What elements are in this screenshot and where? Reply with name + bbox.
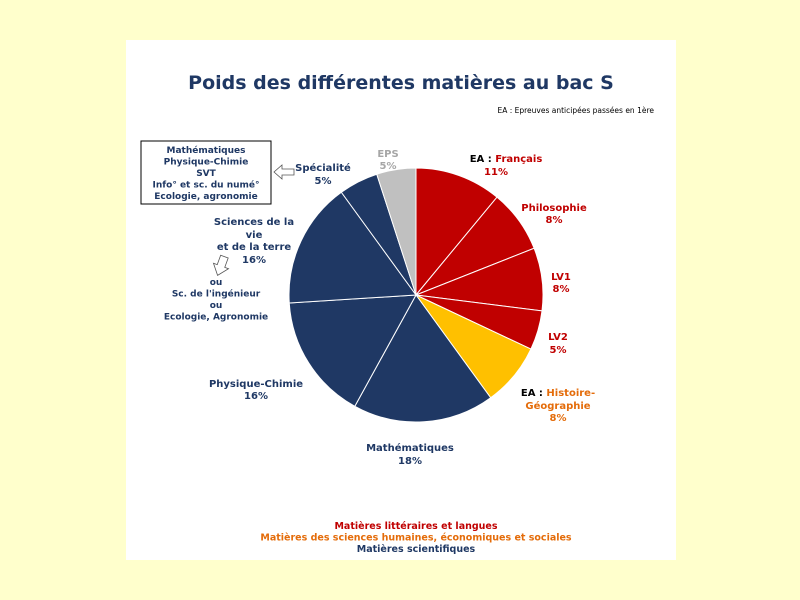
pie-slice-sciences-de-la-vie-et-de-la-terre xyxy=(288,191,417,304)
pie-chart: Poids des différentes matières au bac S … xyxy=(140,72,654,555)
chart-title: Poids des différentes matières au bac S xyxy=(188,72,614,94)
legend: Matières littéraires et languesMatières … xyxy=(260,521,572,555)
label-francais: EA : Français 11% xyxy=(470,154,543,178)
pie-slice-math-matiques xyxy=(354,294,492,423)
left-arrow-icon xyxy=(273,164,295,180)
lv2-pct: 5% xyxy=(550,345,567,356)
chart-note: EA : Epreuves anticipées passées en 1ère xyxy=(497,106,654,115)
hg-line1: Histoire- xyxy=(546,388,595,399)
hg-pct: 8% xyxy=(550,413,567,424)
legend-item: Matières scientifiques xyxy=(357,544,476,555)
specialite-box-line: Ecologie, agronomie xyxy=(154,192,257,202)
svt-alternative-line: Sc. de l'ingénieur xyxy=(172,289,261,300)
svt-pct: 16% xyxy=(242,255,266,266)
down-arrow-icon xyxy=(212,254,230,276)
francais-label: Français xyxy=(495,154,542,165)
pie-slice-eps xyxy=(376,167,417,296)
pie-slice-fran-ais xyxy=(415,167,498,297)
philo-pct: 8% xyxy=(546,215,563,226)
specialite-box-line: Mathématiques xyxy=(167,145,246,156)
svt-alternative-line: ou xyxy=(210,278,223,288)
pc-label: Physique-Chimie xyxy=(209,379,303,390)
francais-prefix: EA : xyxy=(470,154,496,165)
specialite-box-line: SVT xyxy=(196,169,216,179)
svg-text:EA : Français: EA : Français xyxy=(470,154,543,165)
spe-label: Spécialité xyxy=(295,162,351,174)
pie-slice-physique-chimie xyxy=(288,294,417,407)
chart-panel: Poids des différentes matières au bac S … xyxy=(126,40,676,560)
philo-label: Philosophie xyxy=(521,203,587,214)
legend-item: Matières des sciences humaines, économiq… xyxy=(260,533,572,544)
specialite-box-line: Info° et sc. du numé° xyxy=(152,180,259,191)
lv1-pct: 8% xyxy=(553,284,570,295)
specialite-box xyxy=(140,140,272,205)
legend-item: Matières littéraires et langues xyxy=(334,521,497,532)
maths-pct: 18% xyxy=(398,456,422,467)
maths-label: Mathématiques xyxy=(366,442,454,454)
spe-pct: 5% xyxy=(315,176,332,187)
pie-slices xyxy=(288,167,544,423)
eps-label: EPS xyxy=(377,149,398,160)
svt-line3: et de la terre xyxy=(217,242,292,253)
svt-alternative-line: ou xyxy=(210,301,223,311)
svt-line2: vie xyxy=(246,230,263,241)
pc-pct: 16% xyxy=(244,391,268,402)
hg-line2: Géographie xyxy=(525,400,590,412)
label-histoire-geo: EA : Histoire- Géographie 8% xyxy=(521,388,595,424)
lv1-label: LV1 xyxy=(551,272,571,283)
svt-alternative-line: Ecologie, Agronomie xyxy=(164,313,268,323)
francais-pct: 11% xyxy=(484,167,508,178)
lv2-label: LV2 xyxy=(548,332,568,343)
hg-prefix: EA : xyxy=(521,388,547,399)
eps-pct: 5% xyxy=(380,161,397,172)
specialite-box-line: Physique-Chimie xyxy=(164,158,249,168)
svt-line1: Sciences de la xyxy=(214,217,294,228)
svg-text:EA : Histoire-: EA : Histoire- xyxy=(521,388,595,399)
